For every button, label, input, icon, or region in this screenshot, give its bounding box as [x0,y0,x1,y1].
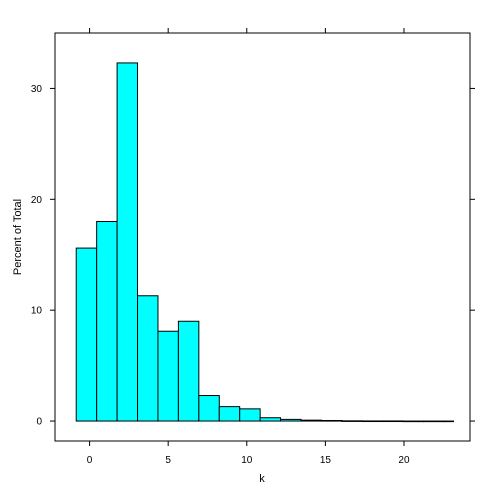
histogram-bar-12 [320,419,343,422]
histogram-bar-11 [300,419,322,422]
histogram-bar-5 [177,320,200,422]
histogram-bar-2 [116,62,139,422]
histogram-bar-17 [423,420,445,423]
histogram-bar-15 [382,420,404,423]
x-tick-label-0: 0 [87,455,93,466]
x-axis-ticks: 0 5 10 15 20 [87,28,410,466]
histogram-bar-1 [96,220,118,422]
histogram-bar-0 [75,247,98,422]
histogram-bar-8 [239,408,261,422]
histogram-bar-16 [402,420,425,423]
histogram-bar-13 [341,420,363,422]
y-tick-label-0: 0 [36,417,42,428]
y-axis-title: Percent of Total [12,199,24,275]
y-tick-label-20: 20 [31,195,43,206]
histogram-bar-14 [361,420,384,423]
y-tick-label-30: 30 [31,84,43,95]
histogram-bar-4 [157,330,179,422]
plot-frame [54,32,471,442]
y-axis-ticks: 0 10 20 30 [31,84,475,428]
histogram-bar-10 [280,418,302,422]
x-tick-label-5: 5 [165,455,171,466]
histogram-bar-7 [218,406,241,422]
x-tick-label-20: 20 [398,455,410,466]
histogram-bar-3 [137,295,159,422]
x-tick-label-10: 10 [241,455,253,466]
y-tick-label-10: 10 [31,306,43,317]
histogram-bar-6 [198,395,220,422]
x-tick-label-15: 15 [320,455,332,466]
histogram-bar-18 [443,420,454,423]
x-axis-title: k [259,473,265,485]
histogram-bars [75,62,454,423]
histogram-bar-9 [259,417,282,422]
